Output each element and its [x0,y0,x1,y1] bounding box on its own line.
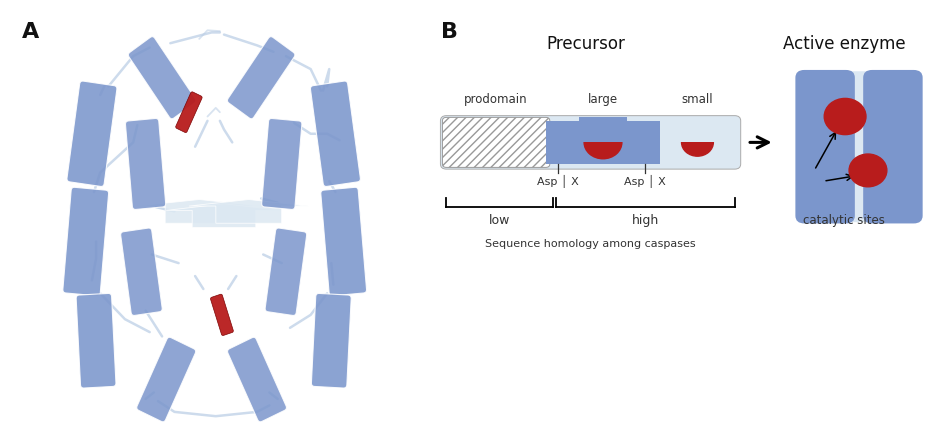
FancyBboxPatch shape [228,337,286,422]
FancyBboxPatch shape [129,37,196,119]
Bar [676,120,719,143]
Text: Sequence homology among caspases: Sequence homology among caspases [485,239,696,249]
FancyBboxPatch shape [126,118,166,209]
Polygon shape [137,199,261,223]
FancyBboxPatch shape [321,187,367,296]
Text: Asp │ X: Asp │ X [625,175,666,188]
FancyBboxPatch shape [441,116,741,169]
FancyBboxPatch shape [265,228,307,315]
Text: prodomain: prodomain [464,93,528,106]
Text: A: A [22,22,39,42]
FancyBboxPatch shape [863,70,923,224]
Text: B: B [442,22,459,42]
Text: catalytic sites: catalytic sites [803,213,885,227]
FancyBboxPatch shape [76,293,116,388]
FancyBboxPatch shape [227,37,295,119]
FancyBboxPatch shape [443,117,550,167]
Polygon shape [189,199,309,223]
Text: small: small [682,93,713,106]
Circle shape [825,99,866,135]
Circle shape [584,126,622,159]
Bar [660,121,734,164]
FancyBboxPatch shape [63,187,109,296]
Text: large: large [588,93,618,106]
FancyBboxPatch shape [262,118,302,209]
Bar [546,121,660,164]
FancyBboxPatch shape [310,81,360,187]
Circle shape [682,128,714,156]
Circle shape [849,154,886,187]
FancyBboxPatch shape [175,92,203,132]
FancyBboxPatch shape [121,228,162,315]
FancyBboxPatch shape [311,293,351,388]
FancyBboxPatch shape [831,71,887,222]
Text: low: low [489,213,510,227]
Text: high: high [631,213,658,227]
Text: Asp │ X: Asp │ X [537,175,579,188]
FancyBboxPatch shape [67,81,117,187]
FancyBboxPatch shape [795,70,855,224]
Text: Active enzyme: Active enzyme [783,35,905,53]
FancyBboxPatch shape [137,337,196,422]
Bar [579,117,627,143]
Text: Precursor: Precursor [546,35,625,53]
Polygon shape [166,204,281,227]
FancyBboxPatch shape [210,294,234,336]
